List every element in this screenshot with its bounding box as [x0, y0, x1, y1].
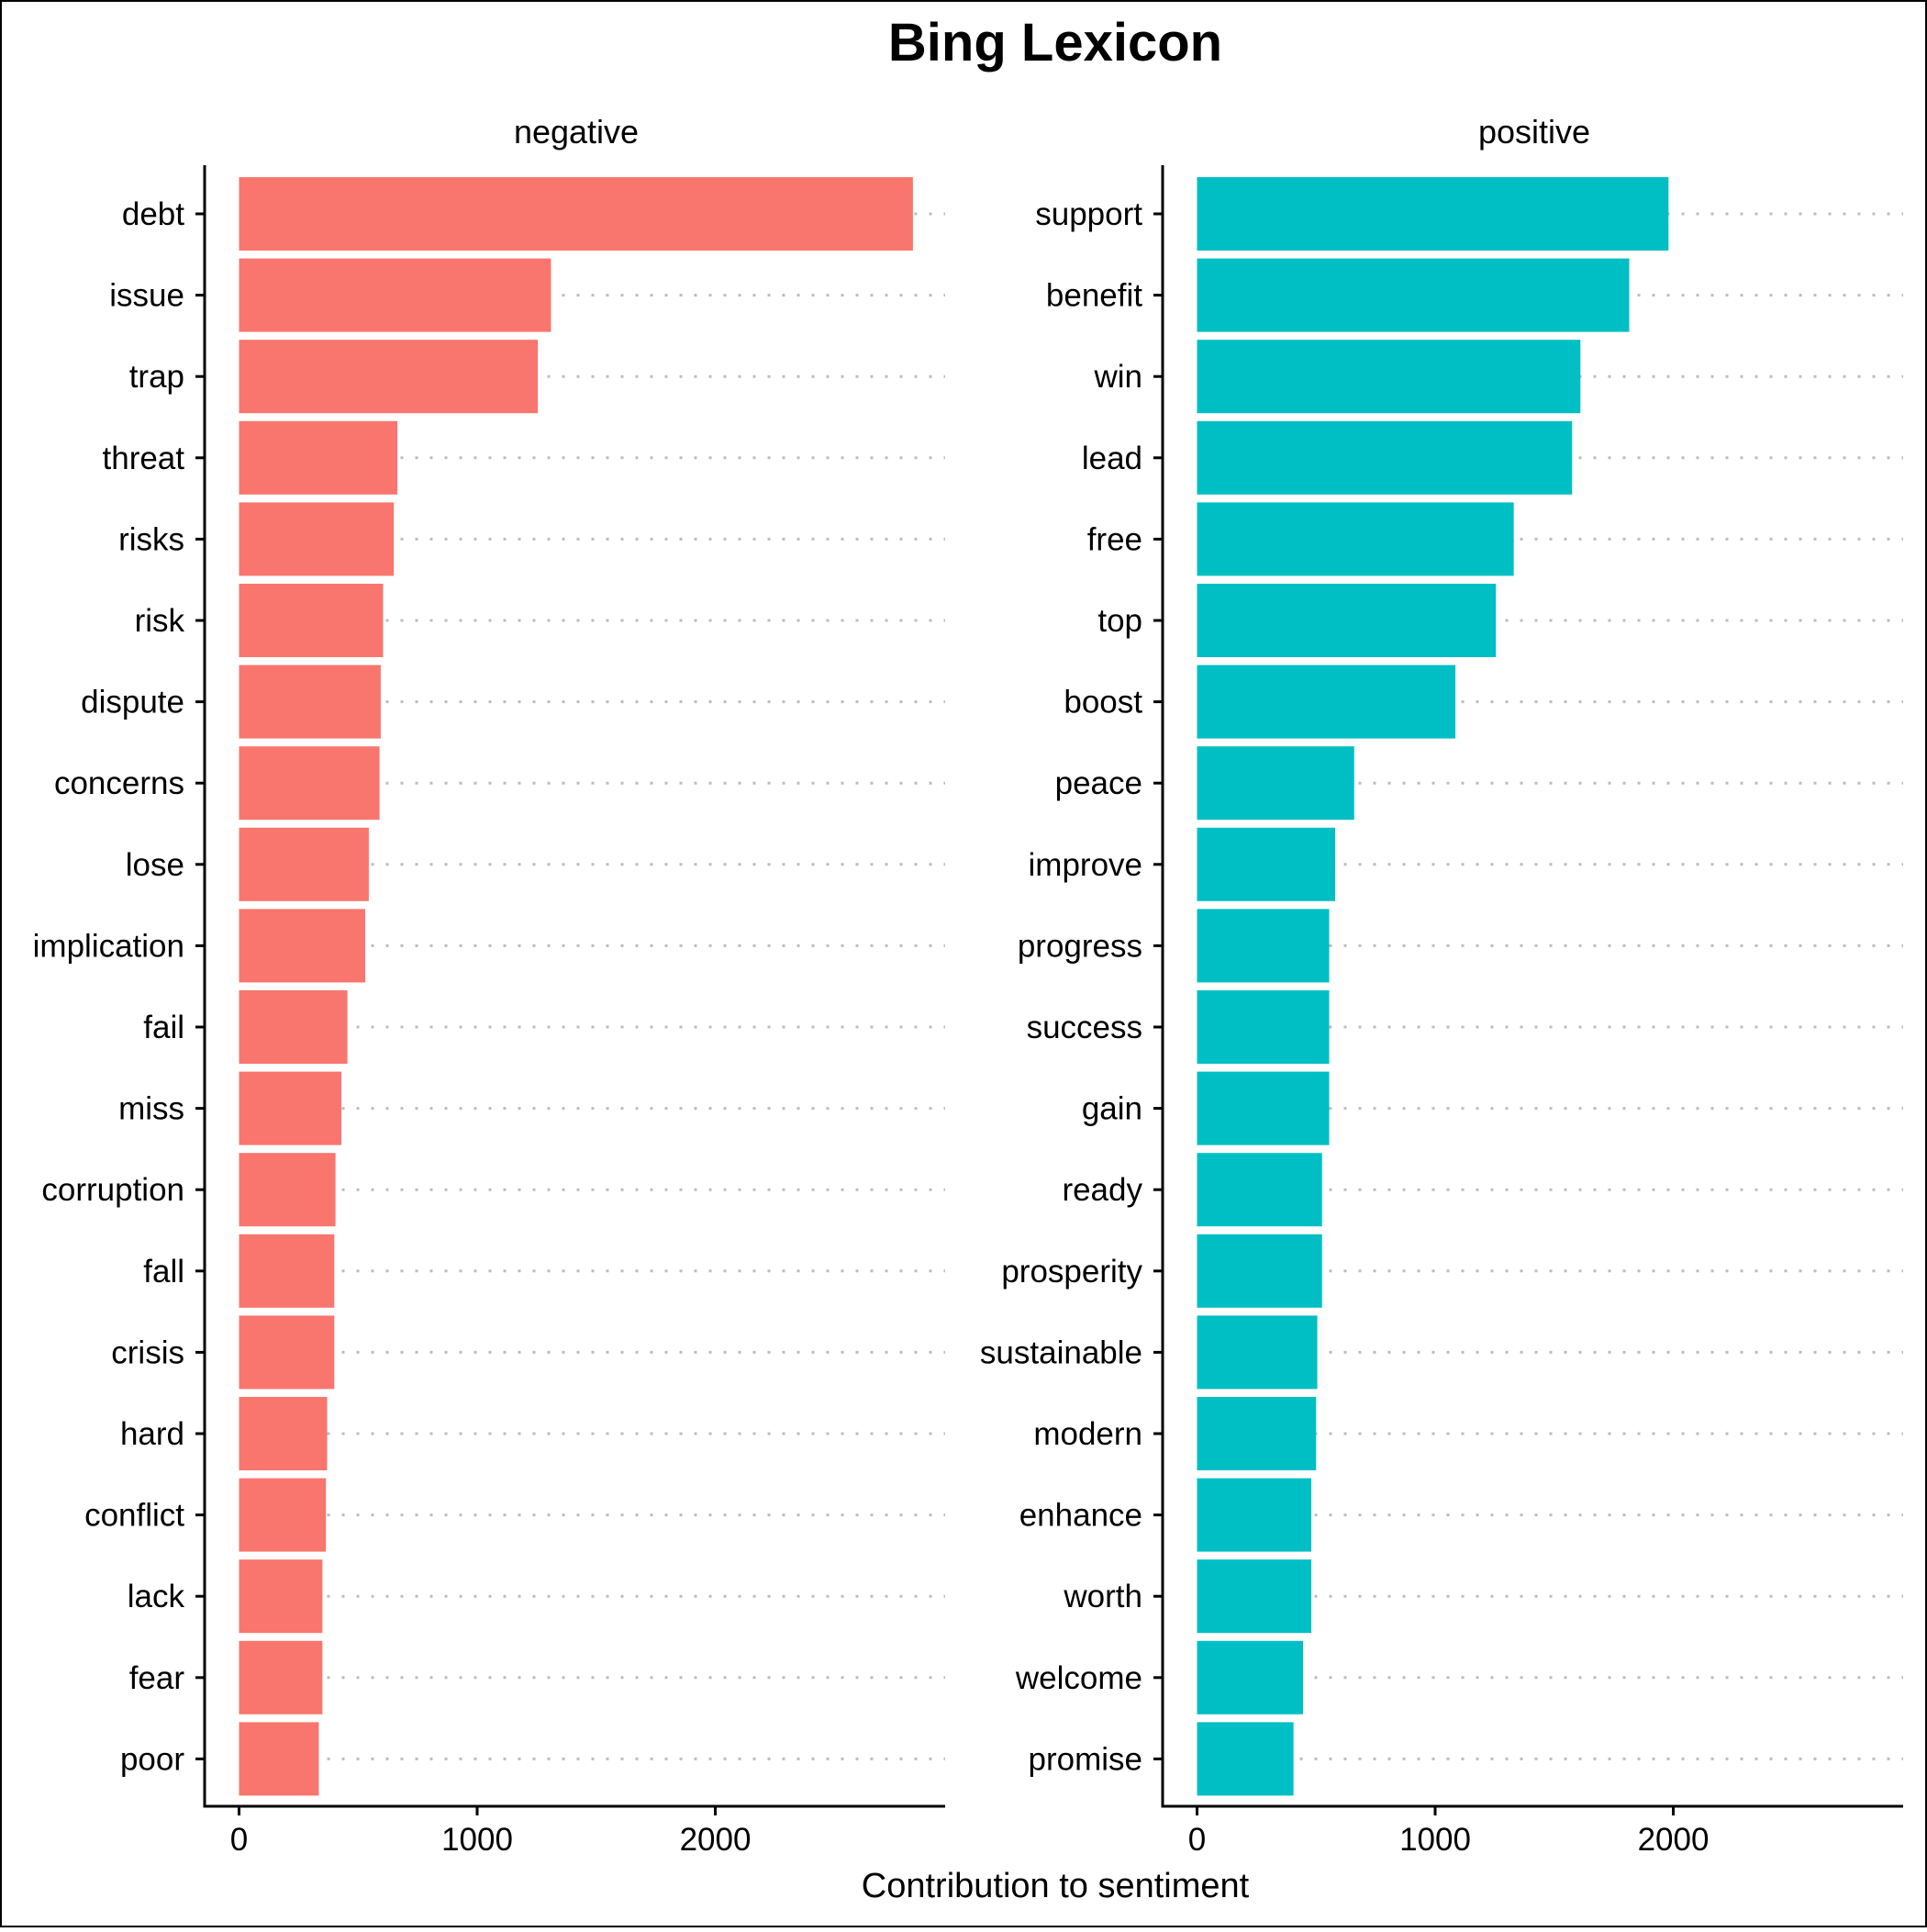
category-label: sustainable — [980, 1335, 1142, 1370]
facet-panels: negative debt issue trap threat risks risk disp… — [33, 113, 1903, 1858]
category-label: top — [1097, 603, 1142, 639]
category-label: peace — [1055, 765, 1142, 801]
category-label: debt — [122, 196, 184, 232]
x-tick-label: 2000 — [680, 1822, 752, 1858]
bar-conflict — [239, 1478, 327, 1552]
bar-crisis — [239, 1315, 335, 1390]
bar-implication — [239, 909, 366, 983]
bar-worth — [1197, 1559, 1312, 1634]
bar-hard — [239, 1397, 328, 1470]
x-tick-label: 0 — [1188, 1822, 1206, 1858]
bar-fail — [239, 990, 348, 1064]
category-label: fear — [129, 1660, 185, 1696]
panel-strip-label: positive — [1478, 113, 1590, 151]
category-label: progress — [1018, 928, 1142, 964]
category-label: hard — [120, 1416, 184, 1452]
category-label: support — [1035, 196, 1142, 232]
category-label: crisis — [111, 1335, 184, 1370]
bar-lead — [1197, 420, 1573, 495]
bar-threat — [239, 420, 398, 495]
chart-title: Bing Lexicon — [888, 13, 1222, 73]
bar-ready — [1197, 1153, 1322, 1227]
category-label: fail — [143, 1010, 184, 1045]
category-label: lose — [126, 847, 184, 883]
bar-progress — [1197, 909, 1330, 983]
bar-trap — [239, 340, 539, 414]
category-label: concerns — [54, 765, 184, 801]
bar-fear — [239, 1640, 323, 1714]
bar-improve — [1197, 827, 1336, 901]
category-label: issue — [109, 278, 184, 314]
category-label: threat — [103, 441, 185, 476]
bar-lose — [239, 827, 369, 901]
category-label: miss — [118, 1091, 184, 1127]
bar-lack — [239, 1559, 323, 1634]
bar-enhance — [1197, 1478, 1312, 1552]
bar-support — [1197, 177, 1669, 251]
category-label: enhance — [1019, 1498, 1142, 1534]
category-label: modern — [1033, 1416, 1142, 1452]
x-tick-label: 1000 — [1399, 1822, 1471, 1858]
bar-gain — [1197, 1071, 1330, 1145]
bar-miss — [239, 1071, 342, 1145]
bar-promise — [1197, 1722, 1294, 1796]
category-label: win — [1093, 359, 1142, 395]
panel-positive: positive support benefit win lead free top boos… — [980, 113, 1903, 1858]
category-label: free — [1087, 521, 1142, 557]
bar-modern — [1197, 1397, 1317, 1470]
category-label: dispute — [81, 685, 184, 720]
category-label: ready — [1062, 1172, 1142, 1208]
bar-concerns — [239, 746, 380, 821]
x-tick-label: 2000 — [1638, 1822, 1710, 1858]
bar-win — [1197, 340, 1581, 414]
bar-free — [1197, 502, 1514, 576]
bar-sustainable — [1197, 1315, 1318, 1390]
x-tick-label: 1000 — [441, 1822, 513, 1858]
bar-success — [1197, 990, 1330, 1064]
bar-debt — [239, 177, 913, 251]
category-label: boost — [1064, 685, 1142, 720]
bar-top — [1197, 584, 1497, 657]
panel-negative: negative debt issue trap threat risks risk disp… — [33, 113, 945, 1858]
category-label: success — [1027, 1010, 1142, 1045]
category-label: corruption — [41, 1172, 184, 1208]
category-label: risks — [118, 521, 184, 557]
category-label: welcome — [1015, 1660, 1142, 1696]
category-label: risk — [135, 603, 185, 639]
bar-risk — [239, 584, 384, 657]
category-label: implication — [33, 928, 184, 964]
bar-benefit — [1197, 258, 1630, 332]
bar-boost — [1197, 664, 1456, 739]
bar-welcome — [1197, 1640, 1303, 1714]
category-label: promise — [1029, 1741, 1142, 1777]
bar-risks — [239, 502, 395, 576]
bar-fall — [239, 1234, 335, 1308]
bar-corruption — [239, 1153, 336, 1227]
category-label: prosperity — [1001, 1254, 1142, 1290]
category-label: fall — [143, 1254, 184, 1290]
bar-poor — [239, 1722, 319, 1796]
x-axis-label: Contribution to sentiment — [862, 1867, 1250, 1905]
category-label: poor — [120, 1741, 184, 1777]
category-label: improve — [1029, 847, 1142, 883]
bar-dispute — [239, 664, 381, 739]
category-label: worth — [1063, 1579, 1142, 1614]
bar-peace — [1197, 746, 1354, 821]
category-label: gain — [1082, 1091, 1142, 1127]
category-label: lack — [128, 1579, 185, 1614]
x-tick-label: 0 — [230, 1822, 248, 1858]
category-label: benefit — [1046, 278, 1142, 314]
category-label: conflict — [84, 1498, 184, 1534]
category-label: lead — [1082, 441, 1142, 476]
panel-strip-label: negative — [514, 113, 639, 151]
bar-issue — [239, 258, 551, 332]
bar-prosperity — [1197, 1234, 1322, 1308]
category-label: trap — [129, 359, 184, 395]
